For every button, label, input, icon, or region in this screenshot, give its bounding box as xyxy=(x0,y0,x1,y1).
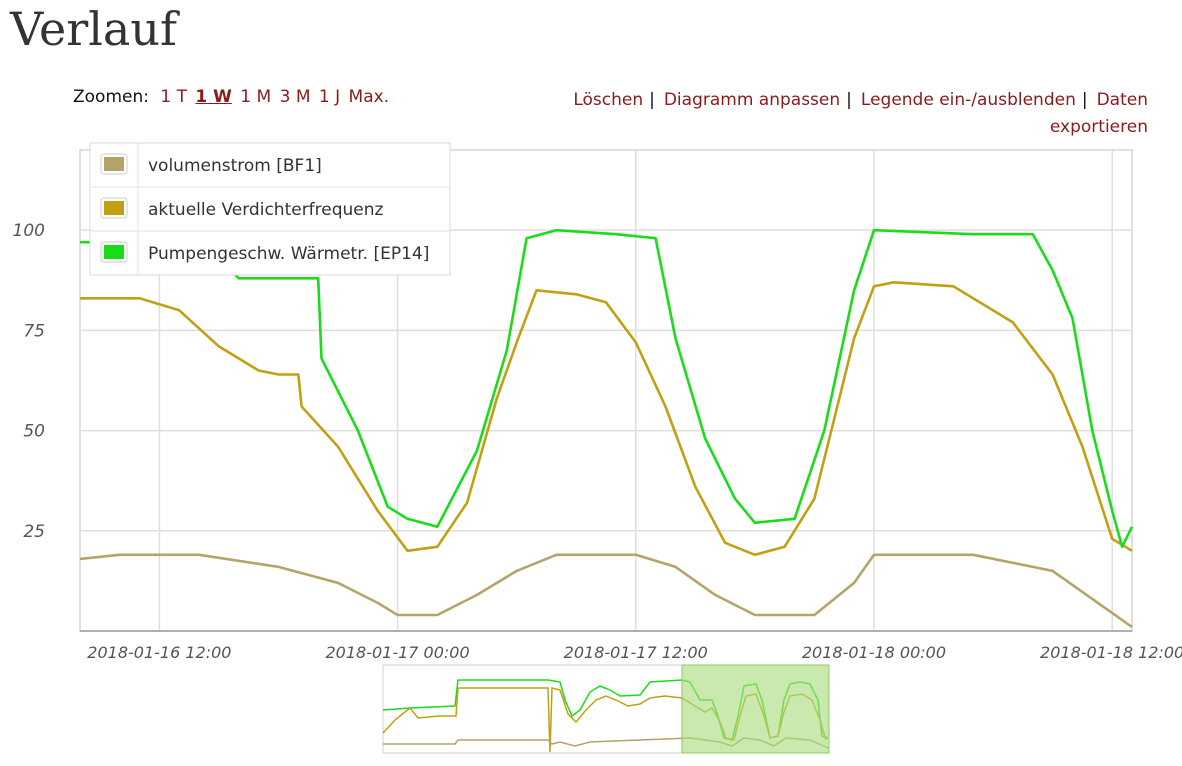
chart-actions: Löschen | Diagramm anpassen | Legende ein-/a… xyxy=(508,87,1148,141)
delete-link[interactable]: Löschen xyxy=(573,90,644,110)
legend-item-pumpe[interactable]: Pumpengeschw. Wärmetr. [EP14] xyxy=(100,241,429,264)
legend-color-volumenstrom xyxy=(104,157,124,171)
series-line-pumpe xyxy=(80,228,1134,549)
zoom-1w[interactable]: 1 W xyxy=(195,87,232,107)
x-tick-label: 2018-01-17 12:00 xyxy=(564,643,708,662)
zoom-1m[interactable]: 1 M xyxy=(240,87,272,107)
navigator[interactable] xyxy=(382,664,830,754)
y-tick-label: 100 xyxy=(13,221,45,241)
export-data-link[interactable]: Daten exportieren xyxy=(1050,90,1148,137)
x-tick-label: 2018-01-17 00:00 xyxy=(325,643,469,662)
x-tick-label: 2018-01-16 12:00 xyxy=(87,643,231,662)
zoom-bar: Zoomen: 1 T 1 W 1 M 3 M 1 J Max. xyxy=(73,87,392,107)
series-line-verdichter xyxy=(80,281,1133,557)
zoom-3m[interactable]: 3 M xyxy=(279,87,311,107)
separator: | xyxy=(1081,90,1088,110)
y-tick-label: 50 xyxy=(23,422,45,442)
legend-color-pumpe xyxy=(104,245,124,259)
legend-box xyxy=(89,142,451,276)
y-tick-label: 75 xyxy=(23,321,45,341)
zoom-1t[interactable]: 1 T xyxy=(160,87,187,107)
separator: | xyxy=(649,90,655,110)
zoom-1j[interactable]: 1 J xyxy=(318,87,341,107)
zoom-max[interactable]: Max. xyxy=(348,87,390,107)
x-tick-label: 2018-01-18 00:00 xyxy=(802,643,946,662)
legend-label-volumenstrom: volumenstrom [BF1] xyxy=(148,156,322,176)
customize-chart-link[interactable]: Diagramm anpassen xyxy=(663,90,841,110)
legend-item-volumenstrom[interactable]: volumenstrom [BF1] xyxy=(100,153,322,176)
legend-label-pumpe: Pumpengeschw. Wärmetr. [EP14] xyxy=(148,244,429,264)
x-tick-label: 2018-01-18 12:00 xyxy=(1040,643,1182,662)
legend: volumenstrom [BF1] aktuelle Verdichterfr… xyxy=(89,142,451,276)
page-title: Verlauf xyxy=(10,2,177,56)
axis-labels: 25 50 75 100 2018-01-16 12:00 2018-01-17 00:0… xyxy=(13,221,1182,662)
separator: | xyxy=(846,90,852,110)
export-label-2: exportieren xyxy=(1049,117,1148,137)
legend-label-verdichter: aktuelle Verdichterfrequenz xyxy=(148,200,384,220)
legend-color-verdichter xyxy=(104,201,124,215)
series-lines xyxy=(79,228,1134,629)
toggle-legend-link[interactable]: Legende ein-/ausblenden xyxy=(860,90,1076,110)
legend-item-verdichter[interactable]: aktuelle Verdichterfrequenz xyxy=(100,197,384,220)
zoom-label: Zoomen: xyxy=(73,87,149,107)
series-line-volumenstrom xyxy=(79,553,1133,629)
y-tick-label: 25 xyxy=(23,522,45,542)
export-label-1: Daten xyxy=(1096,90,1148,110)
navigator-window[interactable] xyxy=(681,664,830,754)
